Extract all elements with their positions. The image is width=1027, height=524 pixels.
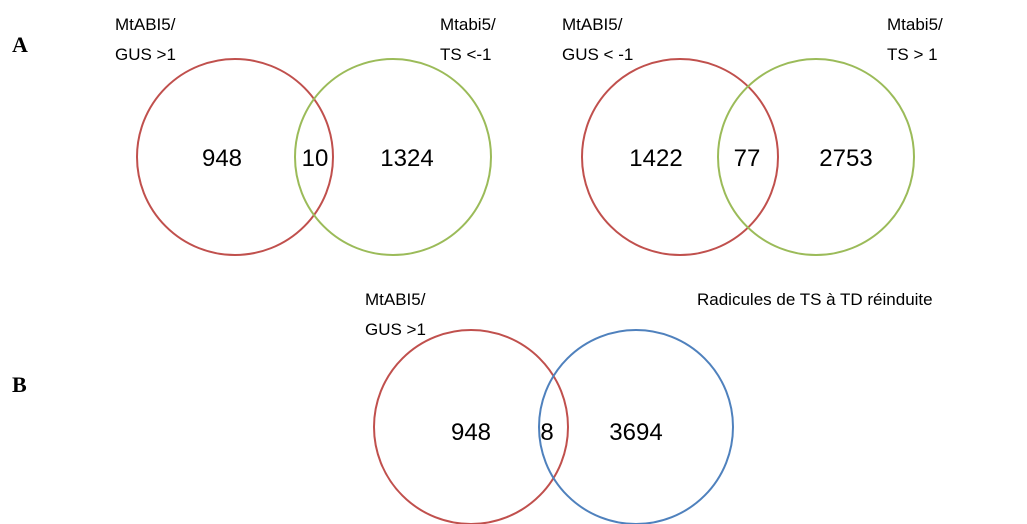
venn-2-left-circle (581, 58, 779, 256)
venn-3-left-label-line-2: GUS >1 (365, 320, 426, 339)
panel-label-a: A (12, 32, 28, 57)
venn-diagram-2: MtABI5/ GUS < -1 Mtabi5/ TS > 1 1422 77 … (562, 15, 943, 256)
venn-3-right-label: Radicules de TS à TD réinduite (697, 290, 933, 309)
venn-1-right-only-count: 1324 (380, 145, 433, 172)
venn-3-right-only-count: 3694 (609, 419, 662, 446)
venn-2-right-circle (717, 58, 915, 256)
venn-2-overlap-count: 77 (734, 145, 761, 172)
venn-2-left-only-count: 1422 (629, 145, 682, 172)
venn-2-left-label-line-2: GUS < -1 (562, 45, 633, 64)
venn-3-left-only-count: 948 (451, 419, 491, 446)
venn-2-left-label-line-1: MtABI5/ (562, 15, 623, 34)
venn-3-overlap-count: 8 (540, 419, 553, 446)
venn-1-left-label-line-1: MtABI5/ (115, 15, 176, 34)
venn-1-left-only-count: 948 (202, 145, 242, 172)
venn-1-right-label-line-1: Mtabi5/ (440, 15, 496, 34)
venn-3-right-circle (538, 329, 734, 524)
venn-2-right-label-line-2: TS > 1 (887, 45, 938, 64)
venn-1-left-label-line-2: GUS >1 (115, 45, 176, 64)
venn-2-right-label-line-1: Mtabi5/ (887, 15, 943, 34)
venn-1-left-circle (136, 58, 334, 256)
venn-diagram-3: MtABI5/ GUS >1 Radicules de TS à TD réin… (365, 290, 933, 524)
venn-3-left-label-line-1: MtABI5/ (365, 290, 426, 309)
panel-label-b: B (12, 372, 27, 397)
venn-1-right-label-line-2: TS <-1 (440, 45, 492, 64)
venn-1-right-circle (294, 58, 492, 256)
venn-3-left-circle (373, 329, 569, 524)
venn-1-overlap-count: 10 (302, 145, 329, 172)
venn-2-right-only-count: 2753 (819, 145, 872, 172)
venn-diagram-1: MtABI5/ GUS >1 Mtabi5/ TS <-1 948 10 132… (115, 15, 496, 256)
